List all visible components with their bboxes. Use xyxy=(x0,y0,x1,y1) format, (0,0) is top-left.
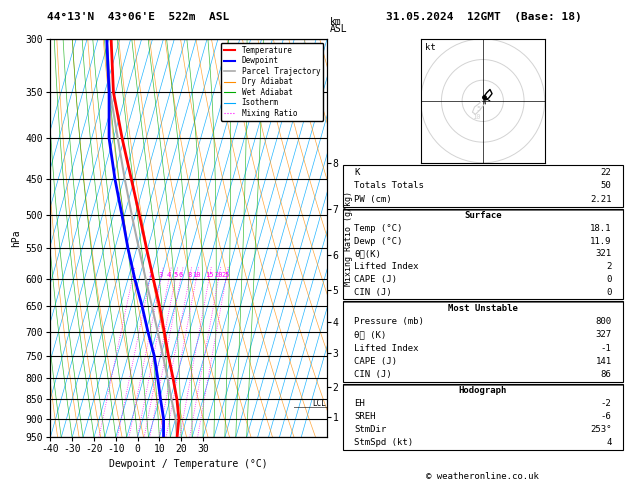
Y-axis label: hPa: hPa xyxy=(11,229,21,247)
Text: 22: 22 xyxy=(601,168,611,176)
Text: 15: 15 xyxy=(205,272,213,278)
Text: θᴇ(K): θᴇ(K) xyxy=(354,249,381,259)
Text: 44°13'N  43°06'E  522m  ASL: 44°13'N 43°06'E 522m ASL xyxy=(47,12,230,22)
Text: 50: 50 xyxy=(601,181,611,191)
Text: 86: 86 xyxy=(601,370,611,380)
Text: 6: 6 xyxy=(179,272,183,278)
Text: -1: -1 xyxy=(601,344,611,353)
Text: 800: 800 xyxy=(596,317,611,326)
Text: Pressure (mb): Pressure (mb) xyxy=(354,317,424,326)
Text: 0: 0 xyxy=(606,275,611,284)
Text: 10: 10 xyxy=(192,272,201,278)
Legend: Temperature, Dewpoint, Parcel Trajectory, Dry Adiabat, Wet Adiabat, Isotherm, Mi: Temperature, Dewpoint, Parcel Trajectory… xyxy=(221,43,323,121)
Text: Hodograph: Hodograph xyxy=(459,386,507,395)
Text: Lifted Index: Lifted Index xyxy=(354,262,418,271)
Text: kt: kt xyxy=(425,43,436,52)
Text: Most Unstable: Most Unstable xyxy=(448,303,518,312)
Text: Dewp (°C): Dewp (°C) xyxy=(354,237,403,245)
Text: SREH: SREH xyxy=(354,412,376,421)
Text: 2: 2 xyxy=(606,262,611,271)
Text: ASL: ASL xyxy=(330,24,348,34)
Text: Surface: Surface xyxy=(464,211,501,220)
Text: -6: -6 xyxy=(601,412,611,421)
X-axis label: Dewpoint / Temperature (°C): Dewpoint / Temperature (°C) xyxy=(109,458,268,469)
Text: 0: 0 xyxy=(606,288,611,297)
Text: km: km xyxy=(330,17,342,27)
Y-axis label: Mixing Ratio (g/kg): Mixing Ratio (g/kg) xyxy=(344,191,353,286)
Text: 31.05.2024  12GMT  (Base: 18): 31.05.2024 12GMT (Base: 18) xyxy=(386,12,582,22)
Text: 10: 10 xyxy=(472,114,481,121)
Text: Totals Totals: Totals Totals xyxy=(354,181,424,191)
Text: 2.21: 2.21 xyxy=(590,195,611,204)
Text: 4: 4 xyxy=(167,272,171,278)
Text: 253°: 253° xyxy=(590,425,611,434)
Text: 8: 8 xyxy=(187,272,192,278)
Text: © weatheronline.co.uk: © weatheronline.co.uk xyxy=(426,472,539,481)
Text: 5: 5 xyxy=(477,106,481,112)
Text: PW (cm): PW (cm) xyxy=(354,195,392,204)
Text: 5: 5 xyxy=(174,272,178,278)
Text: 141: 141 xyxy=(596,357,611,366)
Text: -2: -2 xyxy=(601,399,611,408)
Text: CAPE (J): CAPE (J) xyxy=(354,275,397,284)
Text: LCL: LCL xyxy=(313,399,326,408)
Text: 2: 2 xyxy=(148,272,152,278)
Text: CIN (J): CIN (J) xyxy=(354,370,392,380)
Text: 4: 4 xyxy=(606,438,611,448)
Text: StmSpd (kt): StmSpd (kt) xyxy=(354,438,413,448)
Text: 1: 1 xyxy=(130,272,135,278)
Text: θᴇ (K): θᴇ (K) xyxy=(354,330,386,339)
Text: K: K xyxy=(354,168,359,176)
Text: 327: 327 xyxy=(596,330,611,339)
Text: StmDir: StmDir xyxy=(354,425,386,434)
Text: 25: 25 xyxy=(222,272,230,278)
Text: CIN (J): CIN (J) xyxy=(354,288,392,297)
Text: CAPE (J): CAPE (J) xyxy=(354,357,397,366)
Text: Lifted Index: Lifted Index xyxy=(354,344,418,353)
Text: Temp (°C): Temp (°C) xyxy=(354,224,403,233)
Text: 11.9: 11.9 xyxy=(590,237,611,245)
Text: 321: 321 xyxy=(596,249,611,259)
Text: 20: 20 xyxy=(214,272,223,278)
Text: 18.1: 18.1 xyxy=(590,224,611,233)
Text: EH: EH xyxy=(354,399,365,408)
Text: 3: 3 xyxy=(159,272,164,278)
